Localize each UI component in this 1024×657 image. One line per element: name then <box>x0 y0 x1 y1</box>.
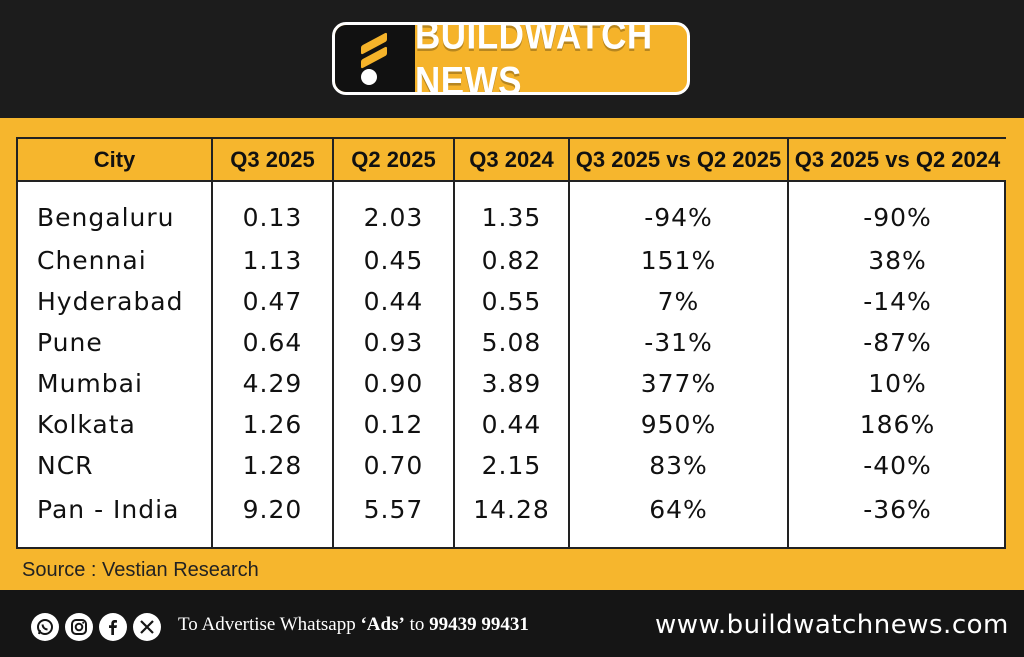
value-cell: 5.57 <box>333 486 455 547</box>
value-cell: -14% <box>863 287 932 317</box>
column-header: Q3 2025 vs Q2 2025 <box>569 139 789 182</box>
column-header: Q3 2024 <box>454 139 570 182</box>
value-cell: 0.70 <box>333 445 455 487</box>
city-cell: Chennai <box>18 240 213 282</box>
value-cell: -40% <box>863 451 932 481</box>
value-cell: 4.29 <box>212 363 334 405</box>
value-cell: 151% <box>569 240 789 282</box>
value-cell: -90% <box>863 202 932 232</box>
value-cell: 0.44 <box>333 281 455 323</box>
source-note: Source : Vestian Research <box>22 559 259 581</box>
brand-logo: BUILDWATCH NEWS <box>332 22 690 95</box>
table-row: Kolkata 1.26 0.12 0.44 950% 186% <box>18 404 1006 446</box>
instagram-icon[interactable] <box>65 613 93 641</box>
city-cell: Pune <box>18 322 213 364</box>
website-link[interactable]: www.buildwatchnews.com <box>655 610 1009 640</box>
value-cell: 950% <box>569 404 789 446</box>
value-cell: 38% <box>868 246 927 276</box>
column-header: Q3 2025 <box>212 139 334 182</box>
value-cell: 0.13 <box>212 181 334 241</box>
value-cell: 0.55 <box>454 281 570 323</box>
value-cell: 0.44 <box>454 404 570 446</box>
ad-prefix: To Advertise Whatsapp <box>178 614 356 635</box>
city-cell: Bengaluru <box>18 181 213 241</box>
column-header: Q2 2025 <box>333 139 455 182</box>
value-cell: 14.28 <box>454 486 570 547</box>
data-table: City Q3 2025 Q2 2025 Q3 2024 Q3 2025 vs … <box>16 137 1006 549</box>
city-cell: NCR <box>18 445 213 487</box>
value-cell: 5.08 <box>454 322 570 364</box>
value-cell: 9.20 <box>212 486 334 547</box>
city-cell: Pan - India <box>18 486 213 547</box>
value-cell: 0.82 <box>454 240 570 282</box>
value-cell: 3.89 <box>454 363 570 405</box>
value-cell: 186% <box>859 410 936 440</box>
column-header: City <box>18 139 213 182</box>
value-cell: -87% <box>863 328 932 358</box>
whatsapp-icon[interactable] <box>31 613 59 641</box>
value-cell: 1.26 <box>212 404 334 446</box>
logo-mark-icon <box>335 25 415 92</box>
ad-phone-number[interactable]: 99439 99431 <box>429 614 529 635</box>
table-row: Bengaluru 0.13 2.03 1.35 -94% -90% <box>18 181 1006 241</box>
table-row: Hyderabad 0.47 0.44 0.55 7% -14% <box>18 281 1006 323</box>
value-cell: 0.64 <box>212 322 334 364</box>
value-cell: 0.45 <box>333 240 455 282</box>
city-cell: Mumbai <box>18 363 213 405</box>
value-cell: 83% <box>569 445 789 487</box>
table-header-row: City Q3 2025 Q2 2025 Q3 2024 Q3 2025 vs … <box>18 139 1006 182</box>
value-cell: -94% <box>569 181 789 241</box>
city-cell: Kolkata <box>18 404 213 446</box>
value-cell: 0.90 <box>333 363 455 405</box>
table-row: Pan - India 9.20 5.57 14.28 64% -36% <box>18 486 1006 547</box>
value-cell: 1.28 <box>212 445 334 487</box>
city-cell: Hyderabad <box>18 281 213 323</box>
facebook-icon[interactable] <box>99 613 127 641</box>
value-cell: 0.47 <box>212 281 334 323</box>
value-cell: 7% <box>569 281 789 323</box>
footer <box>0 590 1024 657</box>
value-cell: 64% <box>569 486 789 547</box>
ad-keyword: ‘Ads’ <box>360 614 405 635</box>
ad-to: to <box>409 614 425 635</box>
value-cell: 0.12 <box>333 404 455 446</box>
advertise-text: To Advertise Whatsapp ‘Ads’ to 99439 994… <box>178 614 529 636</box>
value-cell: -36% <box>863 495 932 525</box>
value-cell: 2.15 <box>454 445 570 487</box>
value-cell: 2.03 <box>333 181 455 241</box>
column-header: Q3 2025 vs Q2 2024 <box>788 139 1006 182</box>
value-cell: 377% <box>569 363 789 405</box>
brand-name: BUILDWATCH NEWS <box>415 22 653 95</box>
table-row: Mumbai 4.29 0.90 3.89 377% 10% <box>18 363 1006 405</box>
value-cell: 10% <box>868 369 927 399</box>
table-row: NCR 1.28 0.70 2.15 83% -40% <box>18 445 1006 487</box>
value-cell: 0.93 <box>333 322 455 364</box>
value-cell: 1.13 <box>212 240 334 282</box>
table-row: Chennai 1.13 0.45 0.82 151% 38% <box>18 240 1006 282</box>
x-icon[interactable] <box>133 613 161 641</box>
table-row: Pune 0.64 0.93 5.08 -31% -87% <box>18 322 1006 364</box>
value-cell: 1.35 <box>454 181 570 241</box>
value-cell: -31% <box>569 322 789 364</box>
